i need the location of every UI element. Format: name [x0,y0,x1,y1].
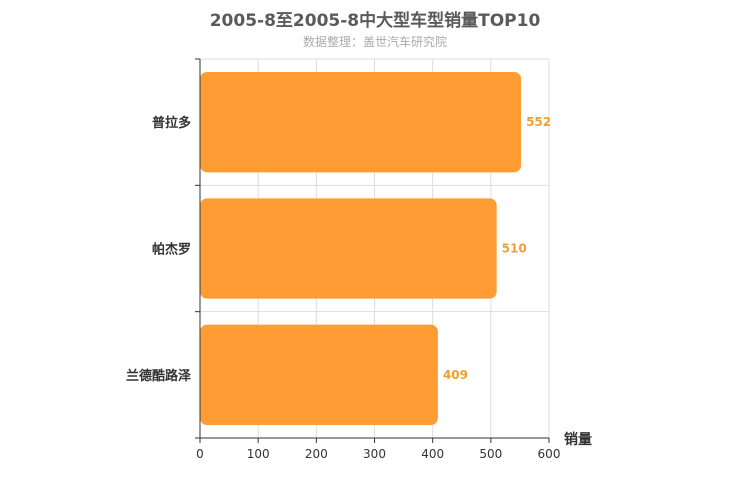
bar-value-label: 510 [502,242,527,256]
x-tick-label: 0 [196,447,204,461]
labels: 552 普拉多 510 帕杰罗 409 兰德酷路泽 0 100 200 300 400 500 600 [126,58,561,461]
bar[interactable] [200,198,497,299]
x-tick-label: 500 [479,447,502,461]
bar[interactable] [200,72,522,173]
bars [200,72,522,425]
bar-value-label: 409 [443,368,468,382]
x-tick-label: 200 [305,447,328,461]
x-axis-title: 销量 [564,431,592,448]
bar-value-label: 552 [526,115,551,129]
category-label: 兰德酷路泽 [126,368,192,384]
x-tick-label: 600 [538,447,561,461]
x-tick-label: 300 [363,447,386,461]
category-label: 普拉多 [152,115,191,131]
x-tick-label: 400 [421,447,444,461]
chart-title: 2005-8至2005-8中大型车型销量TOP10 [209,11,541,31]
x-tick-label: 100 [247,447,270,461]
chart-subtitle: 数据整理：盖世汽车研究院 [302,35,447,49]
bar[interactable] [200,324,438,425]
category-label: 帕杰罗 [152,242,191,258]
